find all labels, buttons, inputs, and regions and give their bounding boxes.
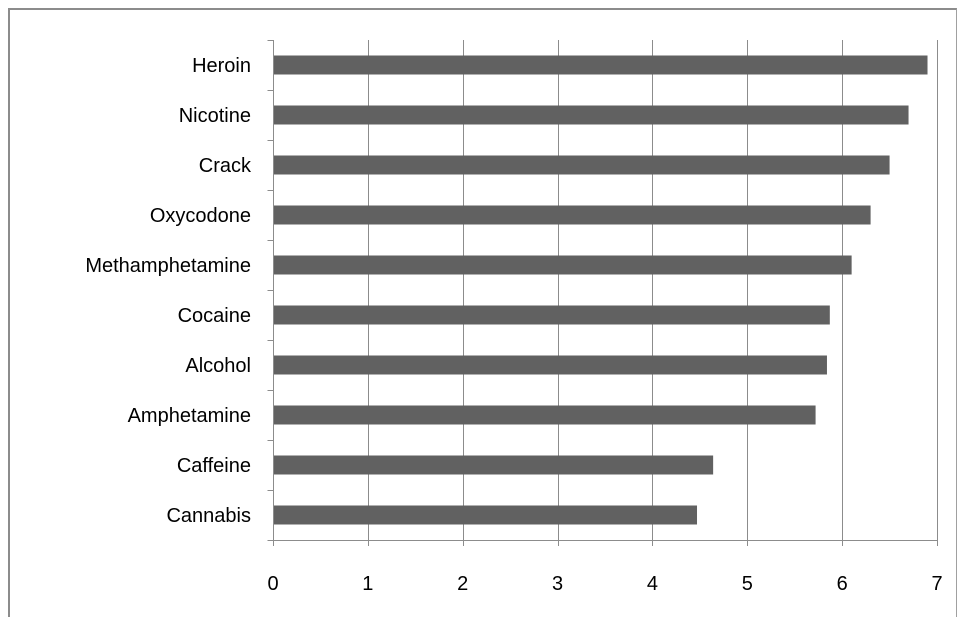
- category-label-amphetamine: Amphetamine: [128, 405, 251, 427]
- x-tick-label-7: 7: [931, 573, 942, 595]
- bar-oxycodone: [274, 205, 871, 225]
- category-label-methamphetamine: Methamphetamine: [85, 255, 251, 277]
- category-label-crack: Crack: [199, 155, 252, 177]
- x-tick-label-3: 3: [552, 573, 563, 595]
- bar-crack: [274, 155, 890, 175]
- bar-nicotine: [274, 105, 909, 125]
- x-tick-label-4: 4: [647, 573, 658, 595]
- bar-methamphetamine: [274, 255, 852, 275]
- chart-frame: Heroin Nicotine Crack Oxycodone Methamphetam…: [8, 8, 957, 617]
- x-tick-label-6: 6: [837, 573, 848, 595]
- axes: [267, 40, 938, 546]
- bar-chart: Heroin Nicotine Crack Oxycodone Methamphetam…: [85, 40, 943, 595]
- x-tick-label-5: 5: [742, 573, 753, 595]
- category-label-cannabis: Cannabis: [166, 505, 251, 527]
- category-label-caffeine: Caffeine: [177, 455, 251, 477]
- labels: Heroin Nicotine Crack Oxycodone Methamphetam…: [85, 55, 942, 595]
- category-label-heroin: Heroin: [192, 55, 251, 77]
- x-tick-label-1: 1: [362, 573, 373, 595]
- bar-caffeine: [274, 455, 714, 475]
- bar-heroin: [274, 55, 928, 75]
- category-label-oxycodone: Oxycodone: [150, 205, 251, 227]
- x-tick-label-0: 0: [267, 573, 278, 595]
- category-label-nicotine: Nicotine: [179, 105, 251, 127]
- category-label-cocaine: Cocaine: [178, 305, 251, 327]
- bar-cocaine: [274, 305, 830, 325]
- bar-cannabis: [274, 505, 698, 525]
- category-label-alcohol: Alcohol: [185, 355, 251, 377]
- bar-amphetamine: [274, 405, 816, 425]
- bar-alcohol: [274, 355, 827, 375]
- bars: [274, 55, 928, 525]
- x-tick-label-2: 2: [457, 573, 468, 595]
